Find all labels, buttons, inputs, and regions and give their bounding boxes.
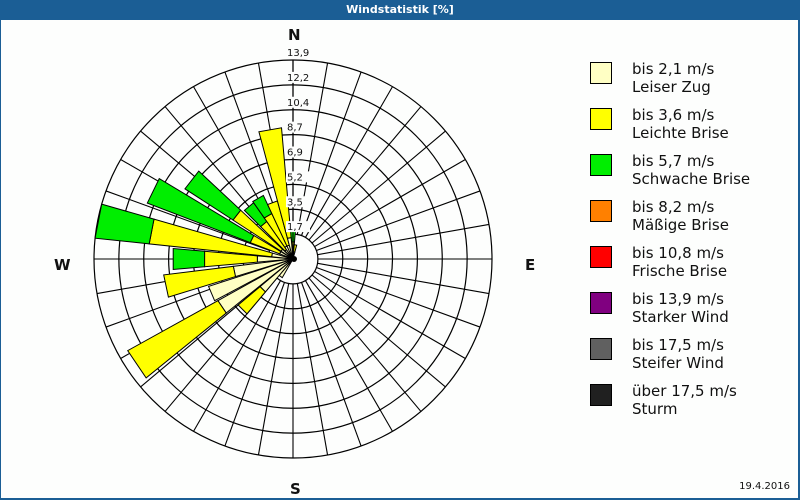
grid-spoke xyxy=(311,130,446,244)
tick-label-bg xyxy=(286,221,310,233)
grid-spoke xyxy=(308,106,422,241)
radial-tick-label: 8,7 xyxy=(287,123,303,134)
grid-spoke xyxy=(316,266,481,328)
legend-name: Frische Brise xyxy=(632,262,728,280)
tick-label-bg xyxy=(286,47,310,58)
legend-swatch xyxy=(590,62,612,84)
legend-swatch xyxy=(590,246,612,268)
legend-range: bis 5,7 m/s xyxy=(632,152,715,170)
legend-name: Leichte Brise xyxy=(632,124,729,142)
grid-spoke xyxy=(224,282,286,447)
legend-range: bis 13,9 m/s xyxy=(632,290,724,308)
wind-sector-segment xyxy=(252,194,273,219)
tick-label-bg xyxy=(286,71,310,83)
wind-sector-segment xyxy=(163,265,237,298)
legend-name: Leiser Zug xyxy=(632,78,711,96)
legend-range: bis 8,2 m/s xyxy=(632,198,715,216)
grid-spoke xyxy=(304,86,393,238)
compass-north-label: N xyxy=(288,26,301,44)
date-stamp: 19.4.2016 xyxy=(739,481,790,492)
wind-sector-segment xyxy=(207,258,294,302)
tick-label-bg xyxy=(286,146,310,158)
radial-tick-label: 1,7 xyxy=(287,222,303,233)
legend-name: Sturm xyxy=(632,400,678,418)
grid-spoke xyxy=(300,71,362,236)
grid-spoke xyxy=(300,282,362,447)
legend-swatch xyxy=(590,154,612,176)
wind-sector-segment xyxy=(126,299,227,379)
tick-label-bg xyxy=(286,121,310,133)
grid-spoke xyxy=(317,262,490,295)
legend-name: Starker Wind xyxy=(632,308,729,326)
wind-sector-segment xyxy=(94,203,155,245)
wind-sector-segment xyxy=(184,170,242,221)
compass-west-label: W xyxy=(54,256,71,274)
legend-swatch xyxy=(590,292,612,314)
legend-range: bis 3,6 m/s xyxy=(632,106,715,124)
radial-tick-label: 10,4 xyxy=(287,98,309,109)
legend-name: Mäßige Brise xyxy=(632,216,729,234)
legend-range: bis 2,1 m/s xyxy=(632,60,715,78)
radial-tick-label: 5,2 xyxy=(287,172,303,183)
legend-swatch xyxy=(590,338,612,360)
grid-spoke xyxy=(193,280,282,432)
tick-label-bg xyxy=(286,196,310,208)
grid-spoke xyxy=(257,283,290,456)
legend-swatch xyxy=(590,384,612,406)
grid-spoke xyxy=(304,280,393,432)
grid-spoke xyxy=(105,190,270,252)
chart-panel: 1,7 3,5 5,2 6,9 8,7 10,4 12,2 13,9 N E S W bis … xyxy=(1,20,798,498)
tick-label-bg xyxy=(286,171,310,183)
grid-spoke xyxy=(314,159,466,248)
grid-spoke xyxy=(311,274,446,388)
grid-spoke xyxy=(314,270,466,359)
legend-name: Steifer Wind xyxy=(632,354,724,372)
radial-tick-label: 12,2 xyxy=(287,73,309,84)
legend-name: Schwache Brise xyxy=(632,170,751,188)
legend-swatch xyxy=(590,200,612,222)
grid-spoke xyxy=(317,223,490,256)
tick-label-bg xyxy=(286,96,310,108)
radial-tick-label: 3,5 xyxy=(287,197,303,208)
legend-range: über 17,5 m/s xyxy=(632,382,737,400)
grid-spoke xyxy=(296,283,329,456)
grid-spoke xyxy=(308,277,422,412)
wind-sector-segment xyxy=(237,285,267,315)
grid-spoke xyxy=(316,190,481,252)
compass-south-label: S xyxy=(290,480,301,498)
wind-sector-segment xyxy=(146,177,255,244)
wind-rose-chart: 1,7 3,5 5,2 6,9 8,7 10,4 12,2 13,9 xyxy=(93,47,493,459)
window-title: Windstatistik [%] xyxy=(0,0,800,20)
center-dot xyxy=(291,256,297,262)
wind-sector-segment xyxy=(172,247,206,271)
legend-range: bis 17,5 m/s xyxy=(632,336,724,354)
wind-sector-segment xyxy=(258,127,292,239)
legend-swatch xyxy=(590,108,612,130)
compass-east-label: E xyxy=(525,256,536,274)
radial-tick-label: 6,9 xyxy=(287,148,303,159)
radial-tick-label: 13,9 xyxy=(287,48,309,59)
legend-range: bis 10,8 m/s xyxy=(632,244,724,262)
wind-sector-segment xyxy=(293,244,298,253)
